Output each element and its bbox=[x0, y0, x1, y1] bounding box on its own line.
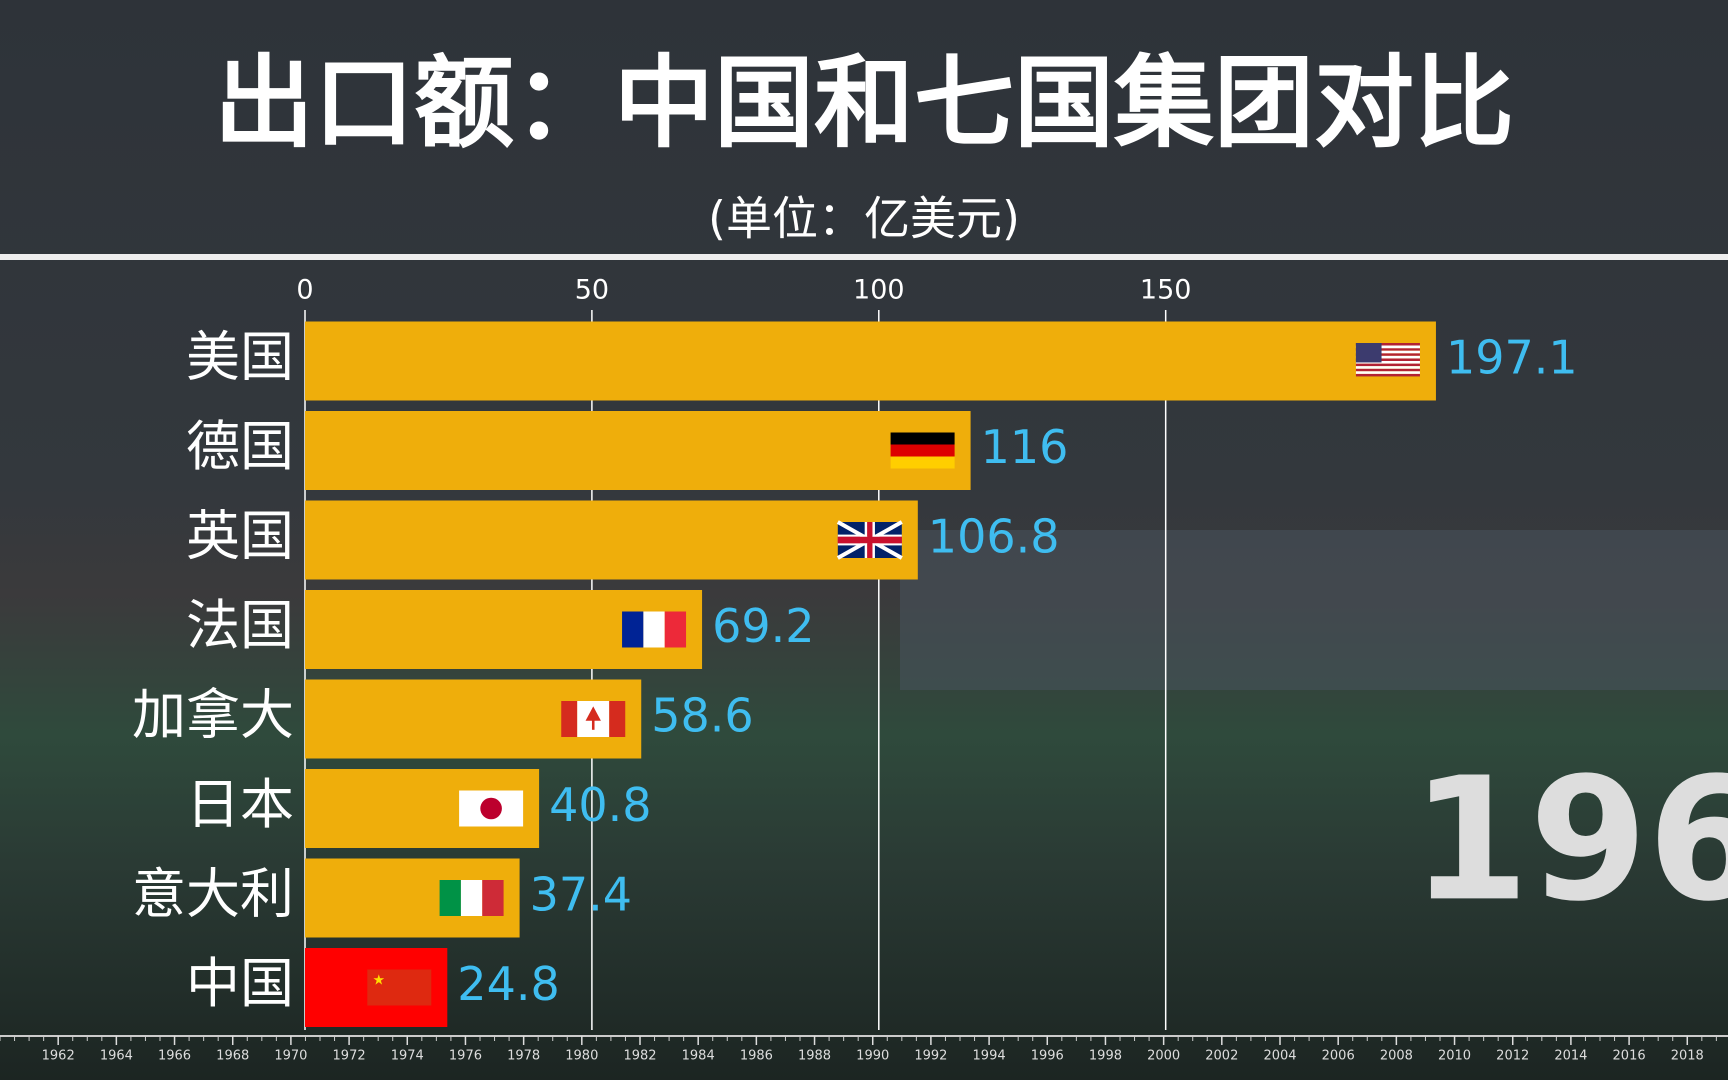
flag-part bbox=[480, 797, 502, 820]
chart-title: 出口额：中国和七国集团对比 bbox=[214, 44, 1514, 161]
category-label: 意大利 bbox=[132, 863, 294, 926]
timeline-tick-label: 1986 bbox=[740, 1049, 773, 1064]
flag-part bbox=[1355, 345, 1420, 349]
flag-part bbox=[1355, 363, 1420, 367]
flag bbox=[561, 701, 626, 737]
category-label: 德国 bbox=[186, 415, 294, 478]
flag-part bbox=[1355, 350, 1420, 354]
flag-part bbox=[1355, 358, 1420, 361]
bar bbox=[305, 321, 1436, 401]
flag-part bbox=[1355, 371, 1420, 374]
flag-part bbox=[1355, 366, 1420, 369]
category-label: 中国 bbox=[186, 952, 294, 1015]
timeline-tick-label: 2006 bbox=[1322, 1049, 1355, 1064]
timeline-tick-label: 1990 bbox=[856, 1049, 889, 1064]
flag-part bbox=[867, 522, 873, 558]
flag bbox=[890, 432, 955, 469]
flag-part bbox=[664, 611, 687, 648]
x-tick-label: 0 bbox=[296, 275, 313, 306]
flag-part bbox=[585, 706, 601, 721]
flag-part bbox=[1355, 355, 1420, 359]
bar bbox=[305, 500, 918, 580]
divider bbox=[0, 254, 1728, 260]
category-label: 加拿大 bbox=[132, 684, 294, 747]
category-label: 法国 bbox=[186, 594, 294, 657]
flag-part bbox=[1355, 353, 1420, 356]
category-label: 日本 bbox=[186, 773, 294, 836]
category-label: 英国 bbox=[186, 505, 294, 568]
category-label: 美国 bbox=[186, 326, 294, 389]
flag-part bbox=[1355, 343, 1420, 346]
flag bbox=[836, 520, 903, 560]
value-label: 116 bbox=[981, 420, 1069, 474]
flag-part bbox=[1355, 348, 1420, 351]
value-label: 58.6 bbox=[651, 689, 753, 743]
timeline-tick-label: 1976 bbox=[449, 1049, 482, 1064]
flag-part bbox=[1355, 373, 1420, 377]
flag-part bbox=[367, 969, 432, 1006]
flag-part: ★ bbox=[373, 972, 386, 988]
timeline-tick-label: 1968 bbox=[216, 1049, 249, 1064]
timeline-tick-label: 2018 bbox=[1671, 1049, 1704, 1064]
flag-part bbox=[591, 719, 595, 730]
timeline-tick-label: 1964 bbox=[100, 1049, 133, 1064]
timeline-tick-label: 1962 bbox=[42, 1049, 75, 1064]
flag bbox=[1355, 343, 1420, 377]
timeline-tick-label: 2008 bbox=[1380, 1049, 1413, 1064]
flag-part bbox=[1355, 368, 1420, 372]
flag-part bbox=[482, 880, 504, 916]
flag-part bbox=[439, 880, 461, 916]
value-label: 69.2 bbox=[712, 599, 814, 653]
x-tick-label: 150 bbox=[1140, 275, 1192, 306]
value-label: 37.4 bbox=[530, 868, 632, 922]
chart-subtitle: (单位：亿美元) bbox=[708, 192, 1020, 246]
container-ship bbox=[900, 530, 1728, 690]
timeline-tick-label: 1966 bbox=[158, 1049, 191, 1064]
timeline-tick-label: 1972 bbox=[333, 1049, 366, 1064]
value-label: 197.1 bbox=[1446, 331, 1578, 385]
timeline-tick-label: 2000 bbox=[1147, 1049, 1180, 1064]
flag-part bbox=[460, 880, 483, 916]
x-tick-label: 50 bbox=[575, 275, 609, 306]
year-label: 1960 bbox=[1411, 741, 1728, 939]
timeline-tick-label: 2016 bbox=[1613, 1049, 1646, 1064]
flag bbox=[439, 880, 504, 916]
flag bbox=[459, 790, 524, 827]
flag-part bbox=[890, 432, 955, 445]
timeline-tick-label: 2002 bbox=[1205, 1049, 1238, 1064]
flag-part bbox=[622, 611, 644, 648]
timeline-tick-label: 1970 bbox=[274, 1049, 307, 1064]
timeline-tick-label: 1996 bbox=[1031, 1049, 1064, 1064]
flag-part bbox=[890, 456, 955, 469]
timeline-tick-label: 1978 bbox=[507, 1049, 540, 1064]
value-label: 24.8 bbox=[457, 957, 559, 1011]
value-label: 106.8 bbox=[928, 510, 1060, 564]
x-tick-label: 100 bbox=[853, 275, 905, 306]
timeline-tick-label: 1998 bbox=[1089, 1049, 1122, 1064]
timeline-tick-label: 1982 bbox=[623, 1049, 656, 1064]
timeline-tick-label: 1992 bbox=[914, 1049, 947, 1064]
timeline-tick-label: 2010 bbox=[1438, 1049, 1471, 1064]
timeline-tick-label: 2014 bbox=[1554, 1049, 1587, 1064]
timeline-tick-label: 1980 bbox=[565, 1049, 598, 1064]
flag-part bbox=[1355, 343, 1382, 363]
flag-part bbox=[1355, 361, 1420, 364]
flag-part bbox=[561, 701, 578, 737]
flag-part bbox=[643, 611, 665, 648]
timeline-tick-label: 2004 bbox=[1263, 1049, 1296, 1064]
timeline-tick-label: 1988 bbox=[798, 1049, 831, 1064]
flag-part bbox=[890, 444, 955, 457]
timeline-tick-label: 1974 bbox=[391, 1049, 424, 1064]
bar bbox=[305, 411, 971, 490]
timeline-tick-label: 2012 bbox=[1496, 1049, 1529, 1064]
flag-part bbox=[609, 701, 626, 737]
value-label: 40.8 bbox=[549, 778, 651, 832]
timeline-tick-label: 1994 bbox=[973, 1049, 1006, 1064]
flag: ★ bbox=[367, 969, 432, 1006]
flag bbox=[622, 611, 687, 648]
timeline-tick-label: 1984 bbox=[682, 1049, 715, 1064]
